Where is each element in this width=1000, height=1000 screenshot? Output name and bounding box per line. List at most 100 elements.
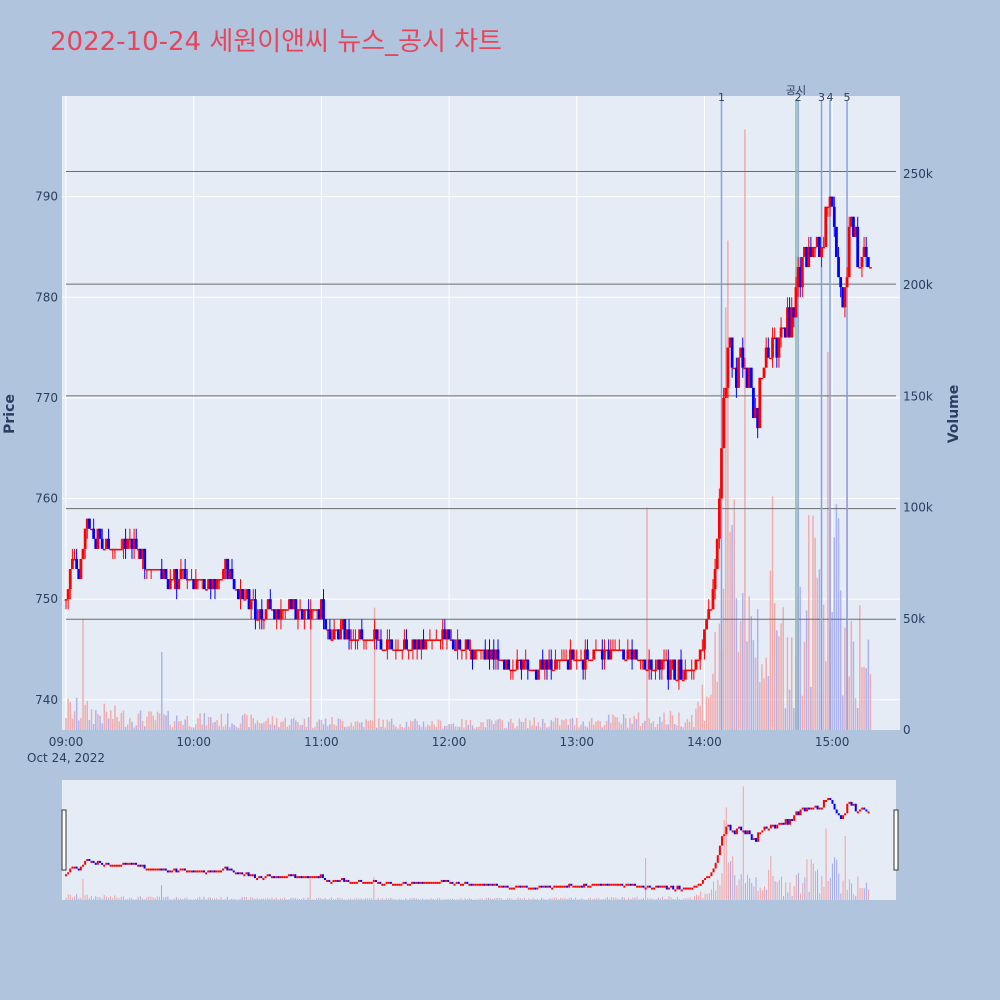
- candle-body: [245, 589, 249, 600]
- preview-volume-bar: [581, 898, 583, 900]
- preview-candle: [387, 881, 390, 884]
- range-slider-handle-right[interactable]: [893, 809, 899, 871]
- preview-candle: [406, 883, 409, 886]
- candle-body: [677, 659, 681, 680]
- candle-body: [94, 538, 98, 549]
- volume-bar: [401, 726, 404, 730]
- candle-body: [407, 649, 411, 651]
- candle-body: [732, 367, 736, 370]
- preview-candle: [253, 874, 256, 879]
- volume-bar: [358, 722, 361, 730]
- preview-candle: [774, 824, 777, 829]
- volume-bar: [839, 590, 842, 730]
- volume-bar: [88, 719, 91, 730]
- candle-body: [669, 669, 672, 680]
- volume-bar: [667, 724, 670, 730]
- preview-candle: [101, 862, 104, 865]
- volume-bar: [363, 726, 365, 730]
- preview-candle: [69, 868, 72, 873]
- preview-candle: [394, 883, 397, 886]
- preview-candle: [404, 881, 407, 884]
- volume-bar: [154, 720, 157, 730]
- candle-body: [415, 639, 419, 650]
- preview-volume-bar: [343, 899, 345, 900]
- volume-bar: [129, 718, 131, 730]
- preview-candle: [566, 885, 569, 888]
- preview-volume-bar: [282, 898, 284, 900]
- preview-candle: [712, 868, 715, 873]
- preview-candle: [109, 864, 112, 867]
- volume-bar: [152, 715, 155, 730]
- preview-candle: [481, 883, 484, 886]
- preview-volume-bar: [795, 874, 797, 900]
- preview-candle: [260, 876, 263, 879]
- preview-volume-bar: [755, 877, 757, 900]
- volume-bar: [786, 637, 789, 730]
- preview-volume-bar: [568, 897, 570, 900]
- preview-candle: [152, 868, 155, 871]
- preview-candle: [644, 887, 647, 890]
- volume-bar: [627, 727, 629, 730]
- preview-volume-bar: [509, 897, 511, 900]
- preview-volume-bar: [203, 896, 205, 900]
- preview-volume-bar: [611, 897, 613, 900]
- volume-bar: [654, 727, 657, 730]
- preview-volume-bar: [685, 897, 687, 900]
- preview-volume-bar: [498, 897, 500, 900]
- preview-candle: [576, 885, 579, 888]
- preview-candle: [521, 885, 524, 888]
- preview-volume-bar: [265, 898, 267, 900]
- volume-bar: [607, 714, 610, 730]
- preview-candle: [449, 881, 452, 884]
- volume-bar: [97, 714, 99, 730]
- candle-body: [85, 518, 89, 529]
- volume-bar: [226, 713, 229, 730]
- candle-body: [341, 619, 345, 630]
- candle-body: [226, 558, 230, 580]
- candle-body: [151, 568, 155, 571]
- range-slider-handle-left[interactable]: [61, 809, 67, 871]
- preview-candle: [867, 811, 870, 814]
- volume-bar: [101, 723, 103, 730]
- candle-body: [379, 639, 383, 650]
- candle-body: [234, 589, 238, 591]
- preview-candle: [731, 830, 734, 833]
- preview-candle: [459, 883, 462, 886]
- candle-body: [581, 659, 585, 670]
- preview-volume-bar: [182, 899, 184, 900]
- preview-volume-bar: [267, 897, 269, 900]
- volume-bar: [209, 717, 212, 730]
- preview-candle: [574, 885, 577, 888]
- preview-volume-bar: [740, 874, 742, 900]
- candle-body: [764, 347, 768, 368]
- candle-body: [537, 669, 540, 680]
- range-slider[interactable]: [61, 780, 899, 900]
- preview-volume-bar: [736, 885, 738, 900]
- preview-candle: [771, 824, 774, 827]
- candle-body: [858, 267, 862, 269]
- preview-candle: [455, 881, 458, 884]
- preview-candle: [145, 868, 148, 871]
- preview-volume-bar: [199, 896, 201, 900]
- preview-volume-bar: [154, 898, 156, 900]
- candle-body: [188, 579, 191, 581]
- candle-body: [264, 609, 268, 620]
- candle-body: [437, 639, 440, 641]
- preview-candle: [614, 883, 617, 886]
- volume-bar: [324, 718, 327, 730]
- preview-volume-bar: [173, 898, 175, 900]
- preview-volume-bar: [579, 898, 581, 900]
- candle-body: [683, 669, 687, 680]
- preview-volume-bar: [541, 897, 543, 900]
- preview-candle: [219, 870, 222, 873]
- volume-bar: [686, 719, 689, 730]
- candle-body: [479, 649, 483, 651]
- volume-bar: [522, 721, 525, 730]
- volume-bar: [288, 725, 291, 730]
- preview-volume-bar: [103, 895, 105, 900]
- candle-body: [611, 649, 615, 651]
- candle-body: [256, 619, 259, 621]
- preview-volume-bar: [309, 878, 311, 900]
- preview-volume-bar: [585, 899, 587, 900]
